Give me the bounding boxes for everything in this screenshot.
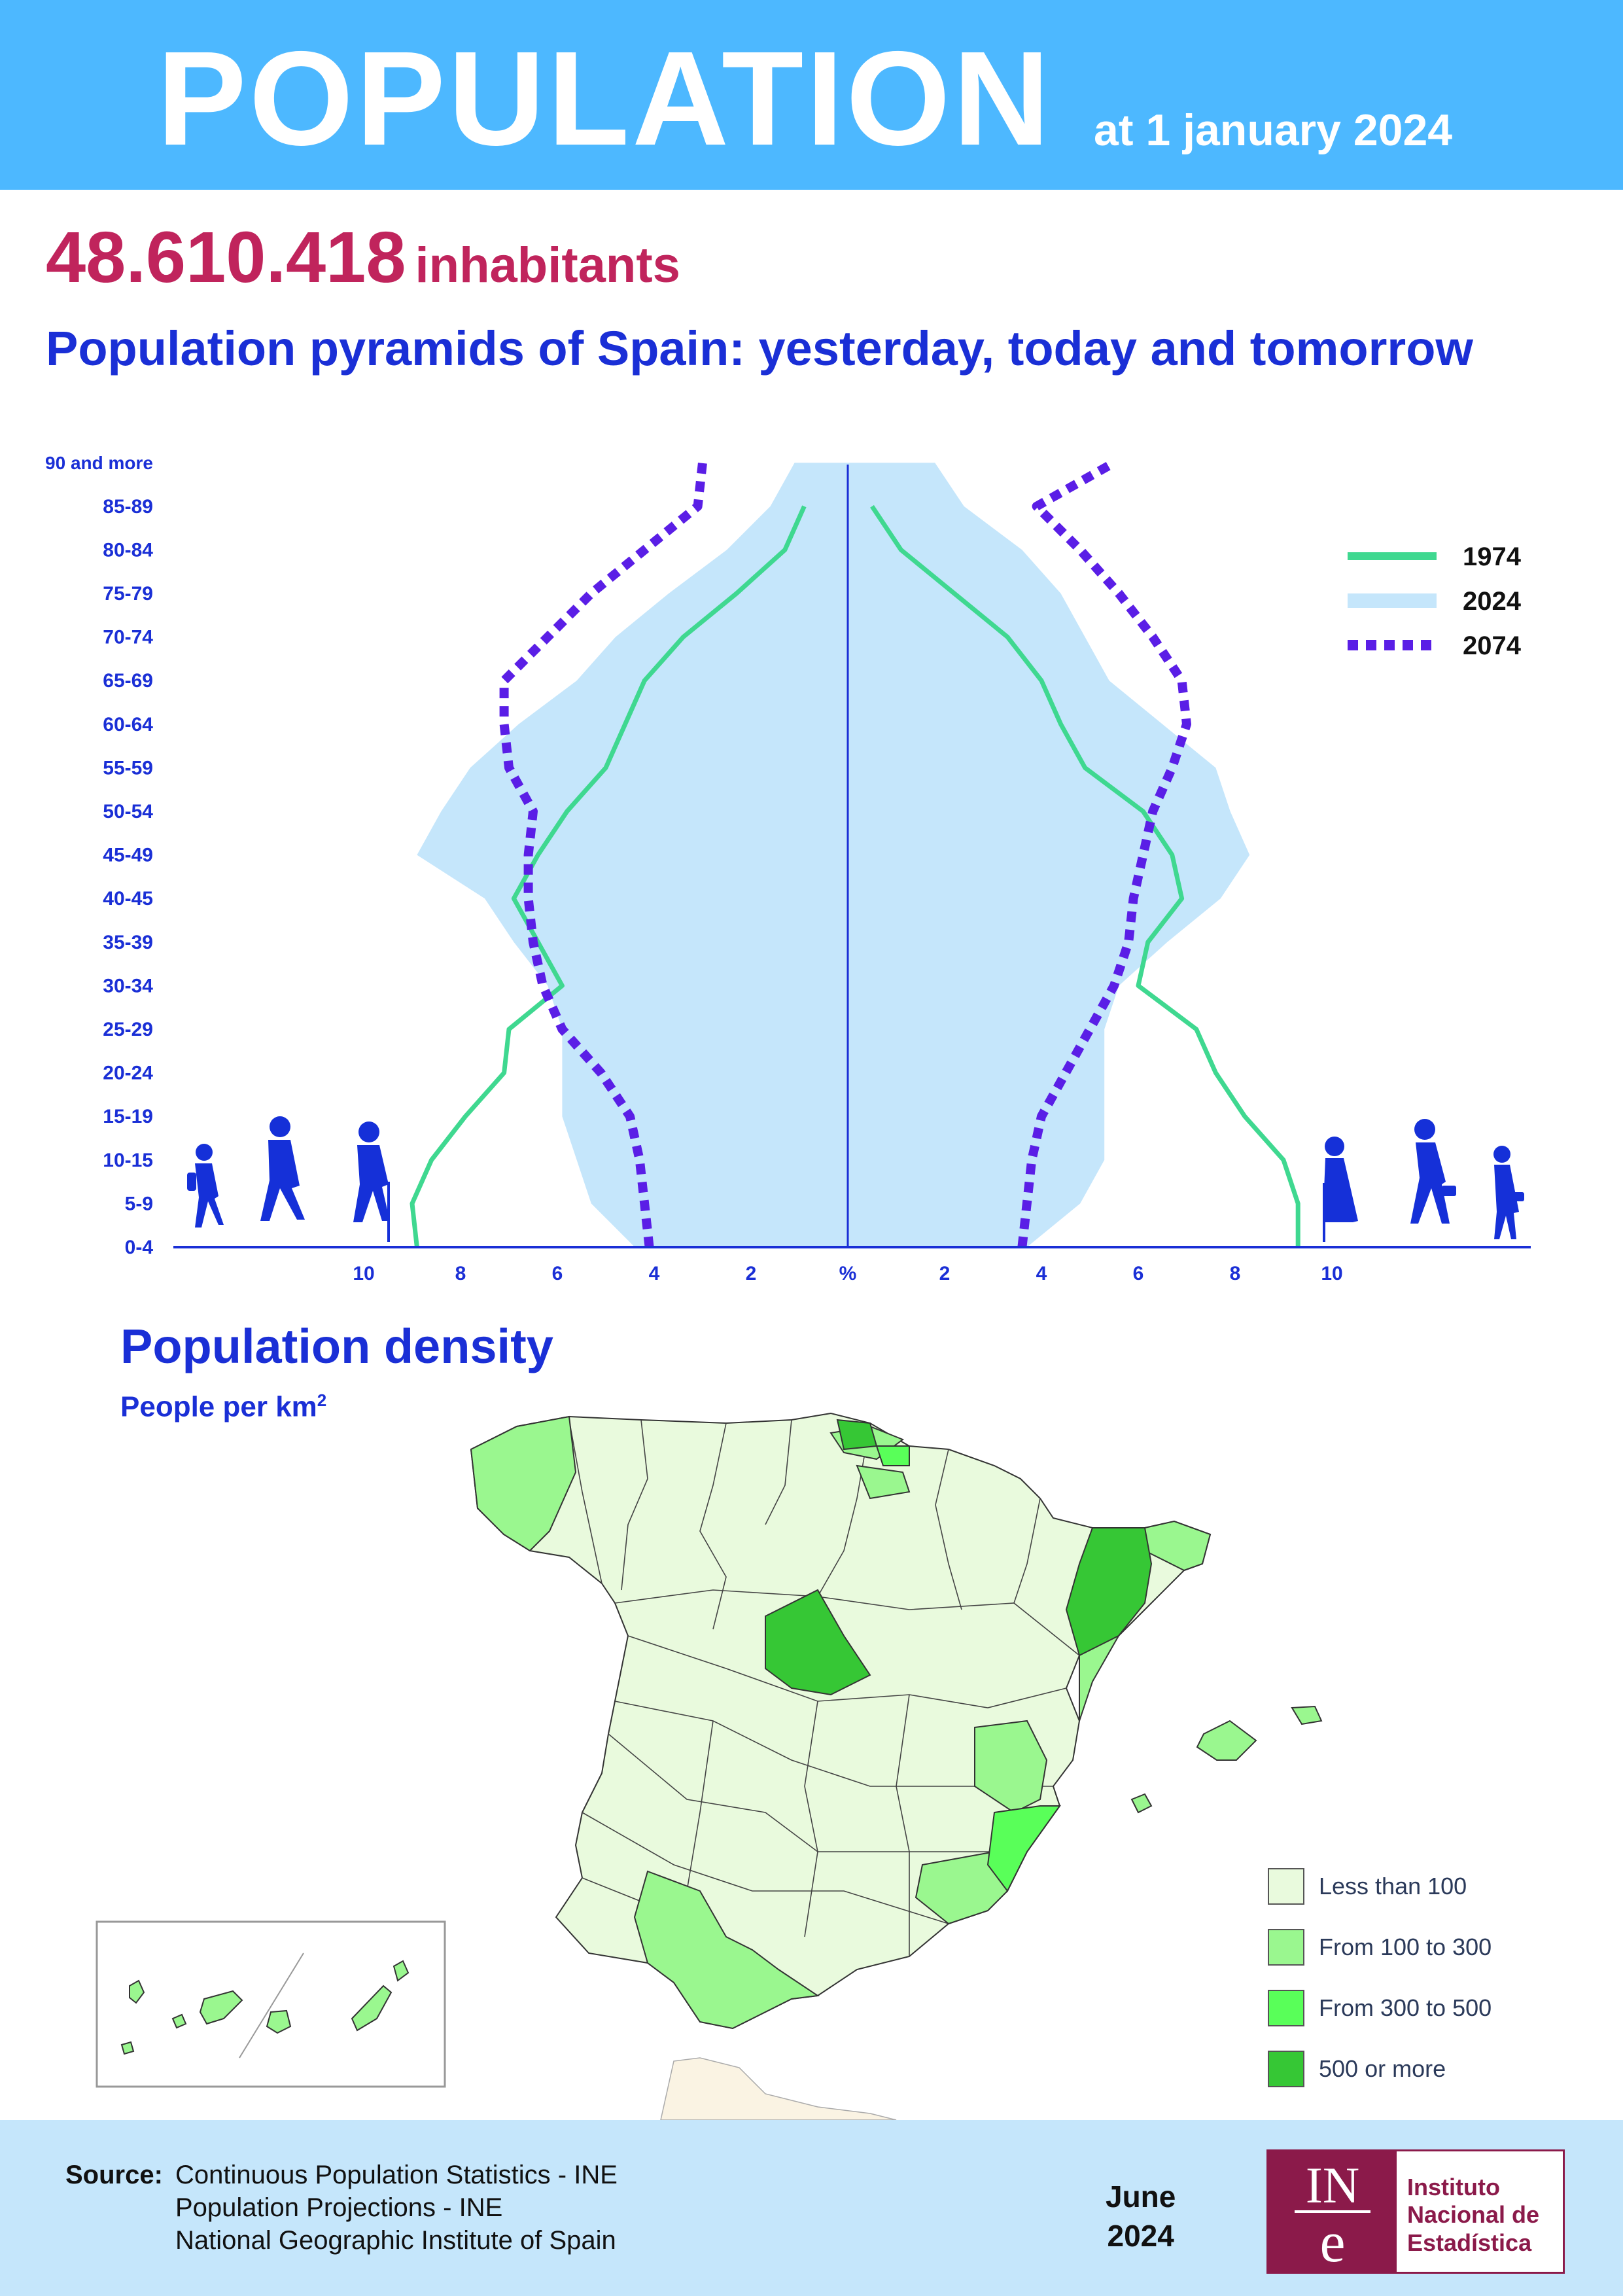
logo-line-3: Estadística (1407, 2229, 1532, 2256)
x-tick-right: 10 (1321, 1263, 1342, 1284)
ine-logo: IN e Instituto Nacional de Estadística (1266, 2149, 1565, 2274)
inhabitants-count: 48.610.418 inhabitants (46, 216, 680, 299)
source-line-3: National Geographic Institute of Spain (175, 2226, 616, 2255)
ine-logo-mark: IN e (1268, 2151, 1397, 2274)
inhabitants-number: 48.610.418 (46, 217, 406, 298)
legend-label-100-300: From 100 to 300 (1319, 1934, 1492, 1960)
x-tick-right: 2 (939, 1263, 951, 1284)
walking-people-left-icon (187, 1116, 390, 1242)
series-1974-right (870, 504, 1300, 1247)
age-label: 60-64 (103, 714, 153, 735)
legend-swatch-less-100 (1268, 1868, 1304, 1905)
age-label: 85-89 (103, 496, 153, 518)
regions-300-500 (875, 1445, 1061, 1892)
x-tick-right: 6 (1133, 1263, 1144, 1284)
age-label: 0-4 (125, 1237, 154, 1258)
ine-logo-text: Instituto Nacional de Estadística (1407, 2174, 1539, 2257)
age-label: 20-24 (103, 1063, 153, 1084)
x-tick-right: 8 (1230, 1263, 1241, 1284)
series-1974-left (410, 505, 807, 1248)
legend-label-less-100: Less than 100 (1319, 1873, 1467, 1899)
series-lines (410, 459, 1300, 1248)
age-label: 80-84 (103, 539, 153, 561)
x-axis-label: % (839, 1263, 857, 1284)
age-label: 50-54 (103, 801, 153, 822)
age-label: 40-45 (103, 888, 153, 910)
density-unit-sup: 2 (317, 1390, 327, 1410)
density-subtitle: People per km2 (120, 1390, 326, 1424)
svg-text:e: e (1319, 2211, 1345, 2272)
age-label: 65-69 (103, 670, 153, 692)
header-banner: POPULATION at 1 january 2024 (0, 0, 1623, 190)
x-tick-left: 4 (649, 1263, 660, 1284)
density-unit: People per km (120, 1390, 317, 1423)
x-tick-labels: 10 8 6 4 2 2 4 6 8 10% (353, 1263, 1342, 1284)
age-label: 45-49 (103, 845, 153, 866)
age-label: 70-74 (103, 627, 153, 648)
population-pyramid-chart: 0-4 5-9 10-15 15-19 20-24 25-29 30-34 35-39 40-4… (45, 453, 1531, 1284)
logo-line-1: Instituto (1407, 2174, 1500, 2200)
chart-legend: 1974 2024 2074 (1348, 542, 1522, 660)
logo-line-2: Nacional de (1407, 2201, 1540, 2229)
footer: Source: Continuous Population Statistics… (0, 2120, 1623, 2296)
x-tick-left: 10 (353, 1263, 374, 1284)
age-labels: 0-4 5-9 10-15 15-19 20-24 25-29 30-34 35-39 40-4… (45, 453, 153, 1258)
area-2024 (417, 463, 1250, 1248)
legend-swatch-300-500 (1268, 1990, 1304, 2026)
legend-label-1974: 1974 (1463, 542, 1522, 571)
age-label: 25-29 (103, 1019, 153, 1040)
legend-label-500-plus: 500 or more (1319, 2055, 1446, 2082)
publication-month: June (1106, 2180, 1176, 2214)
age-label: 75-79 (103, 583, 153, 605)
series-2074-right (1017, 459, 1191, 1248)
legend-item-less-100: Less than 100 (1268, 1868, 1467, 1905)
regions-500-plus (765, 1419, 1153, 1696)
age-label: 10-15 (103, 1150, 153, 1171)
series-2074-left (499, 462, 707, 1248)
svg-text:IN: IN (1306, 2157, 1359, 2214)
canary-islands-inset (96, 1920, 446, 2088)
spain-density-map (470, 1412, 1323, 2120)
age-label: 55-59 (103, 757, 153, 779)
legend-label-300-500: From 300 to 500 (1319, 1994, 1492, 2021)
age-label: 30-34 (103, 975, 153, 997)
x-tick-right: 4 (1036, 1263, 1047, 1284)
publication-year: 2024 (1107, 2218, 1174, 2253)
source-line-2: Population Projections - INE (175, 2193, 503, 2222)
legend-swatch-100-300 (1268, 1929, 1304, 1966)
legend-item-100-300: From 100 to 300 (1268, 1929, 1492, 1966)
page-title: POPULATION (157, 24, 1053, 173)
age-label: 90 and more (45, 453, 153, 473)
age-label: 15-19 (103, 1106, 153, 1127)
x-tick-left: 8 (455, 1263, 466, 1284)
north-africa-coast (660, 2057, 897, 2120)
map-region-base (470, 1412, 1212, 2030)
legend-item-500-plus: 500 or more (1268, 2051, 1446, 2087)
legend-label-2024: 2024 (1463, 587, 1522, 616)
age-label: 5-9 (125, 1193, 153, 1214)
area-2024-shape (417, 463, 1250, 1248)
legend-label-2074: 2074 (1463, 631, 1522, 660)
age-label: 35-39 (103, 932, 153, 953)
balearic-islands (1130, 1705, 1323, 1814)
source-line-1: Continuous Population Statistics - INE (175, 2161, 618, 2189)
reference-date: at 1 january 2024 (1094, 105, 1453, 155)
x-tick-left: 2 (746, 1263, 757, 1284)
source-label: Source: (65, 2161, 163, 2189)
pyramid-title: Population pyramids of Spain: yesterday,… (46, 321, 1473, 376)
inhabitants-label: inhabitants (415, 238, 680, 293)
legend-item-300-500: From 300 to 500 (1268, 1990, 1492, 2026)
legend-swatch-500-plus (1268, 2051, 1304, 2087)
density-title: Population density (120, 1319, 553, 1373)
x-tick-left: 6 (552, 1263, 563, 1284)
publication-date: June 2024 (1106, 2178, 1176, 2256)
walking-people-right-icon (1323, 1119, 1524, 1242)
